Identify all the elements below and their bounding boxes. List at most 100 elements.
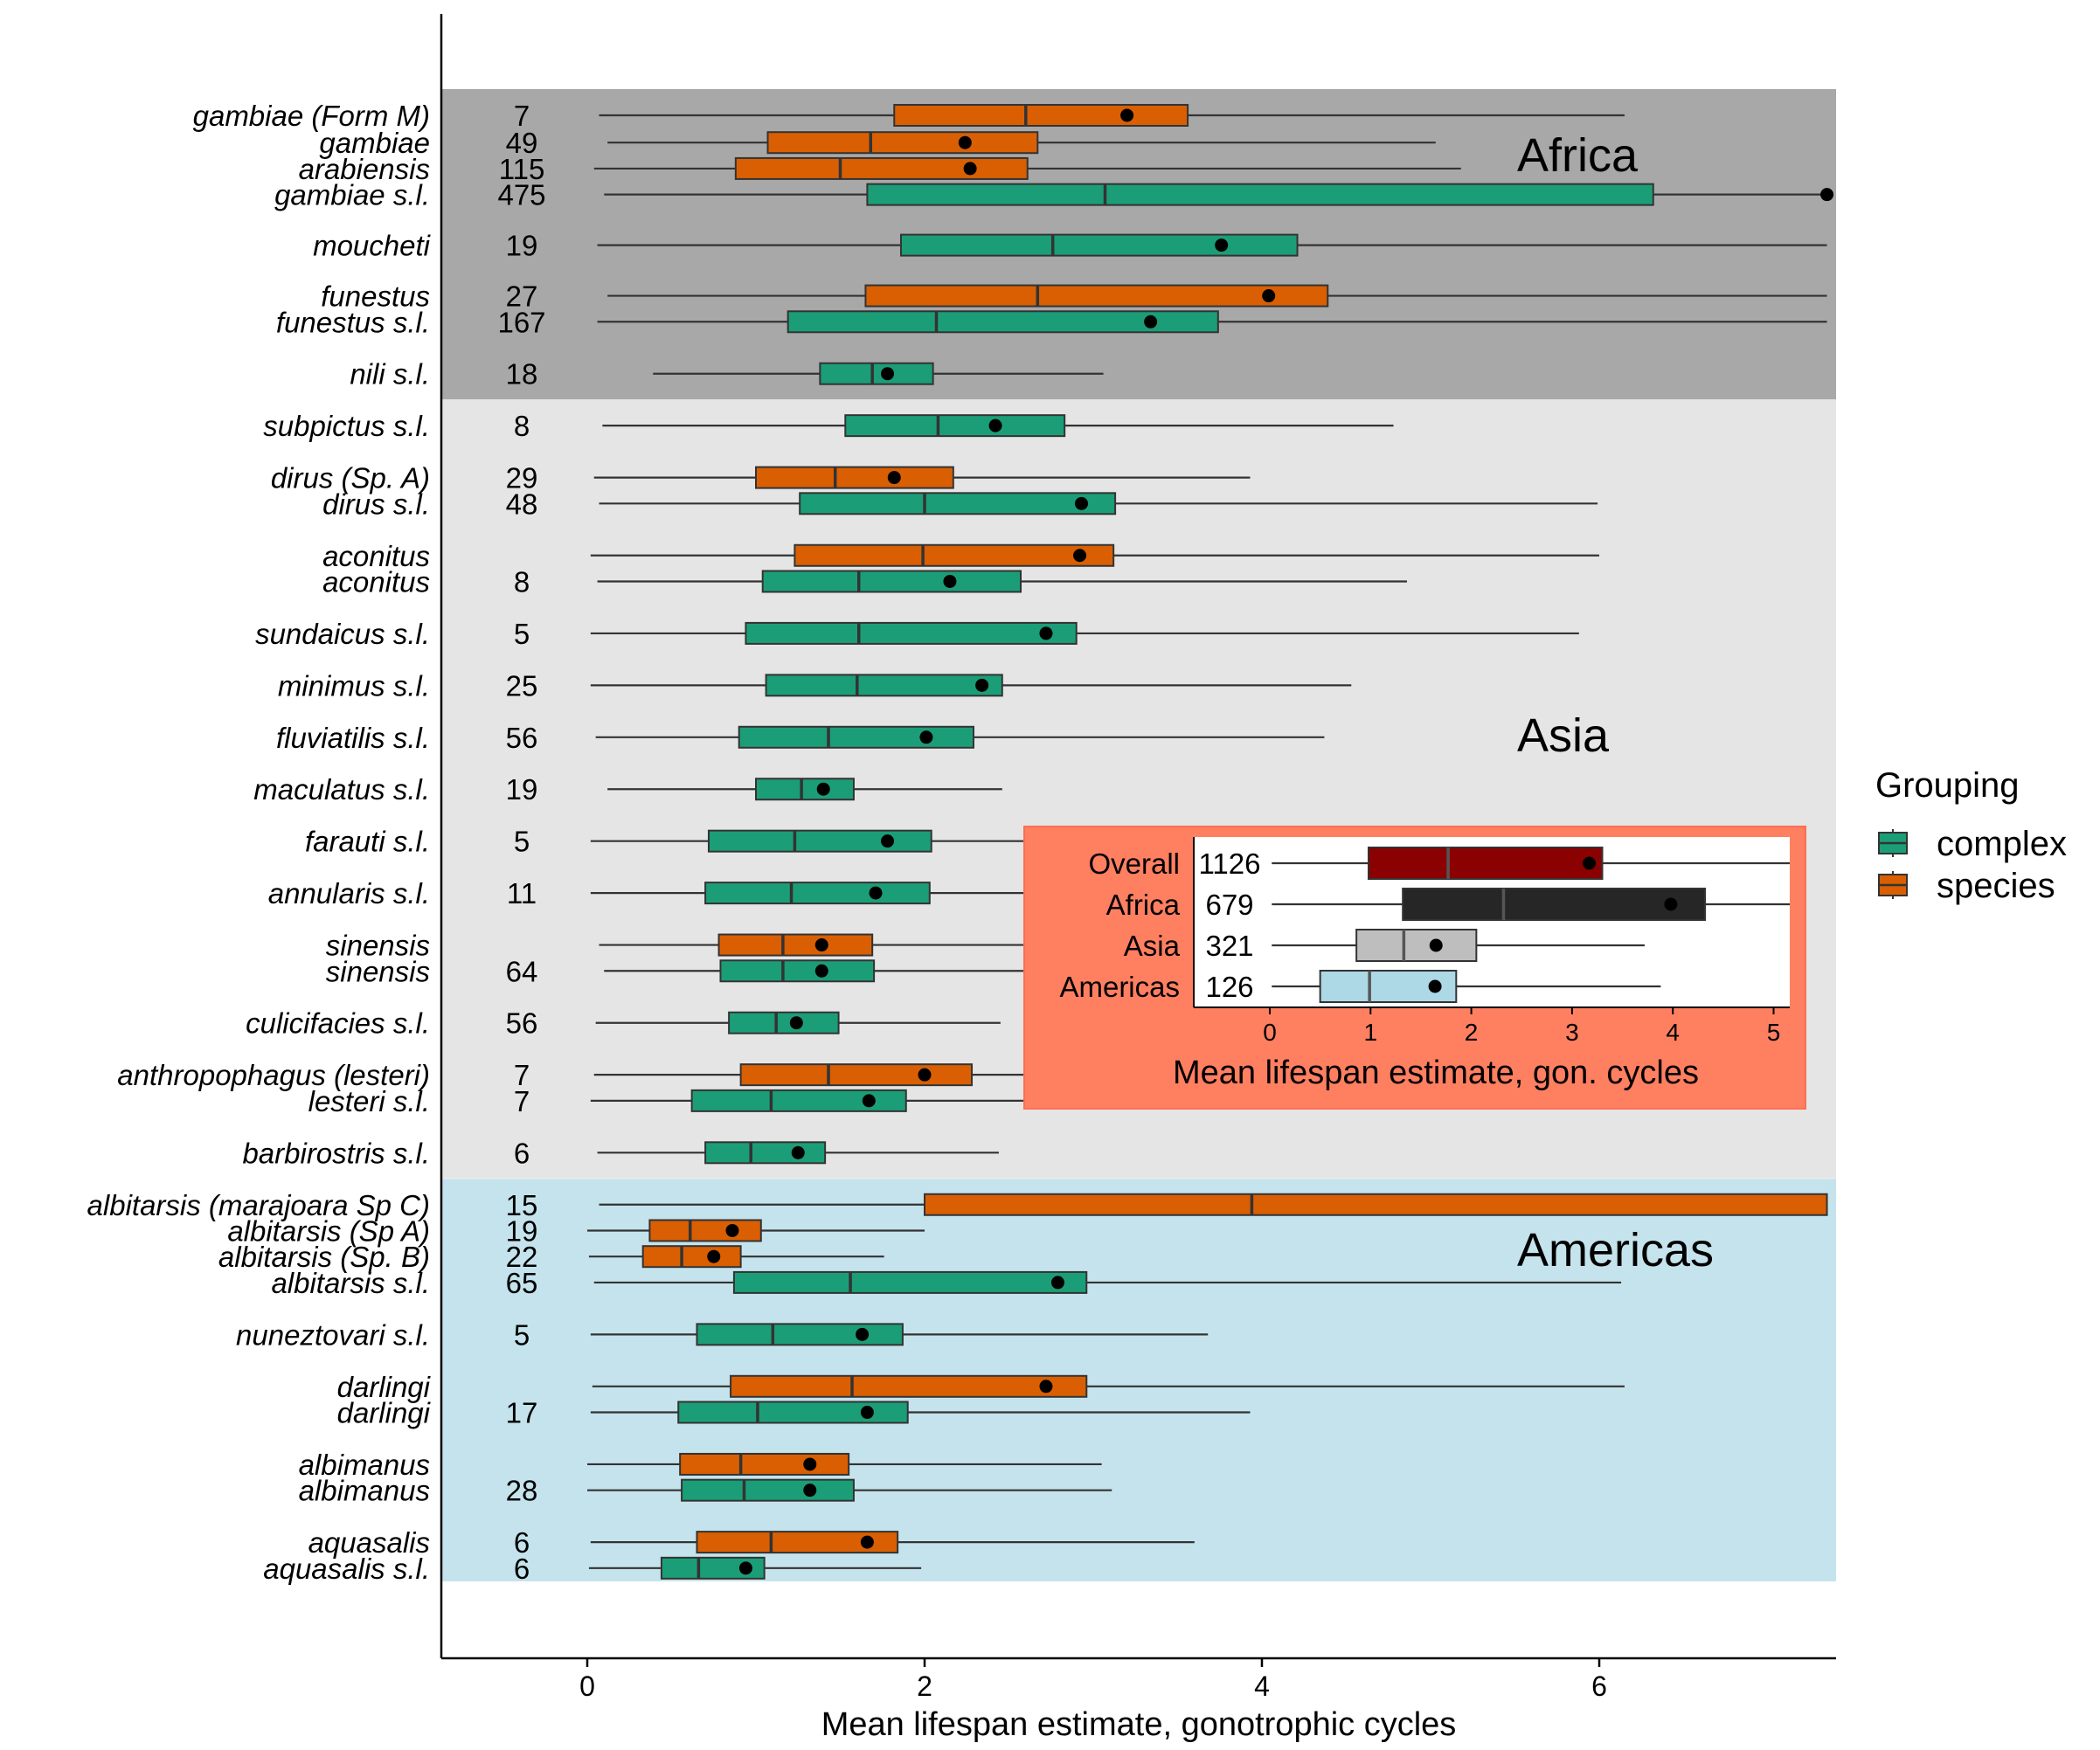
inset-tick-label: 2 bbox=[1465, 1019, 1479, 1046]
row-label: sinensis bbox=[326, 930, 430, 962]
row-label: darlingi bbox=[337, 1397, 432, 1429]
box-complex bbox=[597, 233, 1827, 257]
row-label: sundaicus s.l. bbox=[255, 618, 430, 650]
sample-size-label: 64 bbox=[506, 955, 538, 987]
box bbox=[679, 1452, 850, 1476]
inset-row-label: Overall bbox=[1088, 847, 1180, 880]
row-label: albimanus bbox=[299, 1449, 430, 1481]
row-label: culicifacies s.l. bbox=[246, 1007, 430, 1040]
inset-box: Americas 126 bbox=[1059, 970, 1661, 1003]
x-tick-label: 6 bbox=[1591, 1670, 1607, 1702]
inset-box-rect bbox=[1402, 888, 1707, 921]
sample-size-label: 8 bbox=[514, 410, 530, 442]
mean-point bbox=[789, 1016, 803, 1030]
legend-entry-species: species bbox=[1878, 867, 2055, 905]
box-species bbox=[599, 1193, 1828, 1216]
mean-point bbox=[975, 678, 989, 692]
mean-point bbox=[1073, 549, 1087, 563]
row-label: anthropophagus (lesteri) bbox=[117, 1059, 430, 1091]
box-complex bbox=[604, 959, 1105, 983]
box bbox=[717, 933, 874, 957]
sample-size-label: 19 bbox=[506, 773, 538, 806]
box-species bbox=[599, 104, 1625, 127]
box-complex bbox=[602, 414, 1394, 438]
region-label: Africa bbox=[1517, 129, 1639, 182]
box bbox=[696, 1323, 904, 1346]
box-species bbox=[590, 1531, 1195, 1554]
axes bbox=[440, 14, 1836, 1660]
row-label: funestus s.l. bbox=[276, 306, 430, 338]
mean-point bbox=[738, 1561, 752, 1575]
box-complex bbox=[590, 1089, 1227, 1112]
box bbox=[745, 621, 1078, 645]
box-complex bbox=[587, 1478, 1112, 1502]
box-series bbox=[587, 104, 1834, 1580]
x-tick-label: 0 bbox=[579, 1670, 595, 1702]
box-complex bbox=[607, 778, 1002, 801]
box-species bbox=[592, 1374, 1625, 1398]
legend-label: complex bbox=[1937, 825, 2067, 863]
row-label: albitarsis s.l. bbox=[271, 1267, 430, 1299]
box-species bbox=[588, 1245, 884, 1269]
row-label: dirus s.l. bbox=[322, 488, 430, 520]
box-species bbox=[607, 284, 1827, 308]
box-complex bbox=[599, 492, 1598, 515]
inset-row-label: Americas bbox=[1059, 971, 1180, 1003]
row-label: minimus s.l. bbox=[278, 669, 430, 702]
box-species bbox=[599, 933, 1105, 957]
mean-point bbox=[856, 1327, 870, 1341]
inset-tick-label: 4 bbox=[1666, 1019, 1680, 1046]
box bbox=[707, 829, 932, 853]
mean-point bbox=[1144, 315, 1158, 329]
row-label: nuneztovari s.l. bbox=[236, 1318, 430, 1351]
sample-size-label: 5 bbox=[514, 1318, 530, 1351]
row-label: moucheti bbox=[313, 230, 432, 262]
box bbox=[734, 156, 1029, 180]
inset-x-axis-title: Mean lifespan estimate, gon. cycles bbox=[1173, 1055, 1699, 1091]
row-label: gambiae (Form M) bbox=[193, 100, 430, 132]
legend-title: Grouping bbox=[1875, 766, 2020, 805]
mean-point bbox=[963, 162, 977, 176]
sample-size-label: 25 bbox=[506, 669, 538, 702]
row-label: dirus (Sp. A) bbox=[271, 462, 430, 495]
box bbox=[641, 1245, 742, 1269]
mean-point bbox=[958, 135, 972, 149]
box bbox=[704, 882, 931, 905]
row-label: albitarsis (Sp. B) bbox=[218, 1241, 430, 1273]
box bbox=[755, 778, 855, 801]
box-complex bbox=[597, 570, 1407, 593]
legend-entry-complex: complex bbox=[1878, 825, 2067, 863]
inset-box-rect bbox=[1355, 929, 1478, 962]
sample-size-label: 167 bbox=[497, 306, 545, 338]
sample-size-label: 65 bbox=[506, 1267, 538, 1299]
region-label: Asia bbox=[1517, 709, 1610, 762]
sample-size-label: 5 bbox=[514, 826, 530, 858]
legend: Grouping complex species bbox=[1875, 766, 2067, 905]
sample-size-label: 48 bbox=[506, 488, 538, 520]
inset-box: Africa 679 bbox=[1106, 888, 1790, 921]
mean-point bbox=[881, 834, 895, 848]
box bbox=[766, 131, 1039, 155]
box bbox=[696, 1531, 899, 1554]
box bbox=[899, 233, 1299, 257]
sample-size-label: 49 bbox=[506, 127, 538, 159]
sample-size-label: 11 bbox=[507, 877, 537, 910]
row-label: gambiae bbox=[319, 127, 430, 159]
sample-size-label: 115 bbox=[499, 153, 545, 185]
row-label: fluviatilis s.l. bbox=[276, 722, 430, 754]
box-species bbox=[587, 1219, 925, 1242]
mean-point bbox=[881, 367, 895, 381]
mean-point bbox=[1074, 496, 1088, 510]
inset-box: Overall 1126 bbox=[1088, 847, 1790, 880]
region-label: Americas bbox=[1517, 1224, 1714, 1276]
inset-sample-size: 321 bbox=[1205, 930, 1253, 962]
box bbox=[893, 104, 1189, 127]
sample-size-label: 7 bbox=[514, 1085, 530, 1117]
inset-mean-point bbox=[1428, 979, 1442, 993]
box bbox=[755, 466, 954, 489]
inset-tick-label: 0 bbox=[1263, 1019, 1277, 1046]
row-label: lesteri s.l. bbox=[308, 1085, 430, 1117]
mean-point bbox=[1050, 1276, 1064, 1290]
mean-point bbox=[943, 574, 957, 588]
box bbox=[738, 725, 974, 749]
